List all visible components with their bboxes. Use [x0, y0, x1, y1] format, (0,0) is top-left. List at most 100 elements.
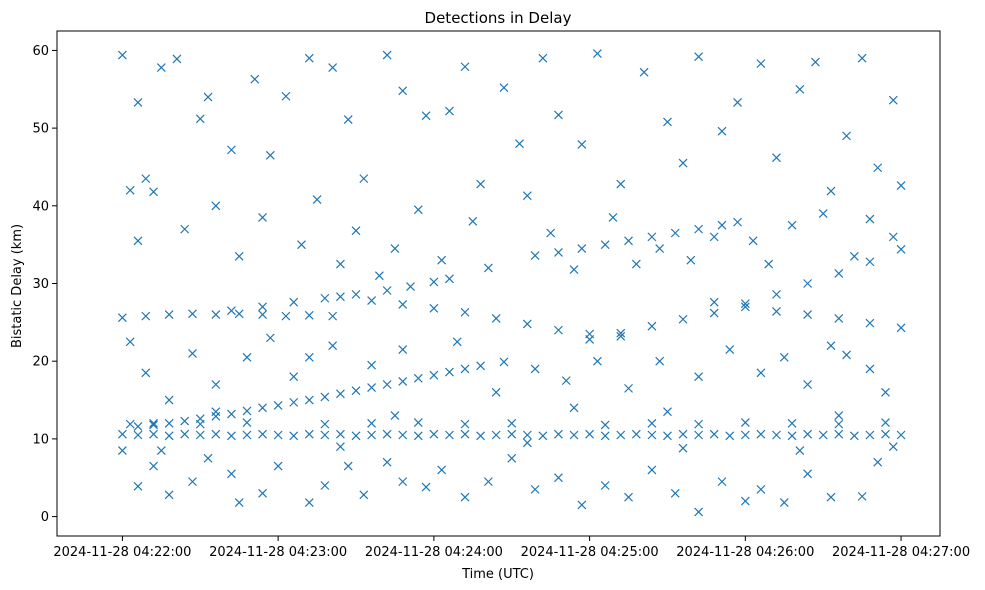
data-point: [234, 498, 244, 508]
data-point: [242, 430, 252, 440]
data-point: [764, 259, 774, 269]
data-point: [857, 491, 867, 501]
data-point: [359, 490, 369, 500]
data-point: [787, 220, 797, 230]
y-tick-label: 60: [32, 44, 49, 59]
data-point: [849, 431, 859, 441]
series-3: [117, 309, 338, 323]
data-point: [265, 333, 275, 343]
data-point: [888, 232, 898, 242]
data-point: [499, 83, 509, 93]
data-point: [304, 498, 314, 508]
data-point: [211, 201, 221, 211]
data-point: [211, 310, 221, 320]
data-point: [164, 310, 174, 320]
data-point: [538, 431, 548, 441]
data-point: [733, 217, 742, 227]
data-point: [437, 465, 447, 475]
series-6: [530, 217, 742, 260]
data-point: [390, 244, 400, 253]
data-point: [647, 232, 657, 242]
data-point: [156, 63, 166, 72]
data-point: [694, 372, 704, 382]
data-point: [273, 401, 283, 410]
data-point: [865, 364, 875, 374]
data-point: [328, 63, 338, 72]
y-axis-ticks: 0 10 20 30 40 50 60: [32, 44, 57, 525]
data-point: [522, 319, 532, 329]
data-point: [281, 91, 291, 101]
data-point: [149, 429, 158, 439]
data-point: [304, 352, 314, 362]
data-point: [818, 209, 828, 219]
data-point: [834, 268, 844, 278]
data-point: [795, 84, 805, 94]
data-point: [554, 110, 563, 120]
data-point: [834, 419, 844, 429]
data-point: [709, 297, 719, 307]
data-point: [149, 187, 158, 197]
data-point: [211, 380, 221, 389]
data-point: [647, 465, 657, 475]
data-point: [740, 496, 750, 506]
data-point: [445, 274, 454, 284]
data-point: [336, 389, 345, 399]
data-point: [367, 430, 377, 440]
data-point: [304, 53, 314, 63]
data-point: [772, 430, 781, 440]
data-point: [156, 446, 166, 455]
series-1: [125, 418, 890, 430]
data-point: [608, 213, 618, 222]
data-point: [343, 461, 353, 471]
data-point: [312, 195, 322, 205]
data-point: [663, 407, 672, 417]
data-point: [717, 477, 727, 487]
data-point: [289, 431, 299, 441]
data-point: [554, 429, 563, 439]
data-point: [250, 74, 260, 84]
data-point: [351, 431, 361, 441]
data-point: [234, 251, 244, 261]
data-point: [382, 50, 392, 60]
data-point: [413, 418, 423, 427]
data-point: [624, 236, 633, 246]
data-point: [390, 411, 400, 421]
data-point: [491, 387, 501, 397]
data-point: [180, 416, 190, 426]
data-point: [164, 418, 174, 428]
data-point: [413, 205, 423, 215]
data-point: [569, 403, 579, 413]
data-point: [180, 429, 190, 439]
data-point: [382, 457, 392, 467]
data-point: [639, 67, 649, 77]
data-point: [398, 430, 408, 440]
data-point: [289, 397, 299, 407]
data-point: [803, 429, 813, 439]
data-point: [398, 376, 408, 386]
data-point: [336, 292, 345, 302]
data-point: [585, 335, 595, 344]
data-point: [382, 429, 392, 439]
data-point: [320, 392, 330, 402]
data-point: [717, 126, 727, 136]
y-tick-label: 50: [32, 122, 49, 137]
data-point: [336, 429, 345, 439]
data-point: [694, 224, 704, 234]
data-point: [351, 226, 361, 236]
data-point: [748, 236, 758, 246]
data-point: [772, 289, 781, 299]
data-point: [507, 418, 517, 428]
data-point: [896, 181, 906, 191]
data-point: [234, 309, 244, 319]
data-point: [515, 139, 524, 149]
data-point: [367, 418, 377, 428]
data-point: [125, 337, 135, 347]
data-point: [678, 158, 688, 168]
data-point: [842, 131, 851, 141]
data-point: [569, 430, 579, 440]
data-point: [483, 263, 493, 273]
data-point: [429, 429, 439, 439]
series-4: [226, 274, 454, 316]
y-tick-label: 40: [32, 199, 49, 214]
data-point: [164, 490, 174, 500]
